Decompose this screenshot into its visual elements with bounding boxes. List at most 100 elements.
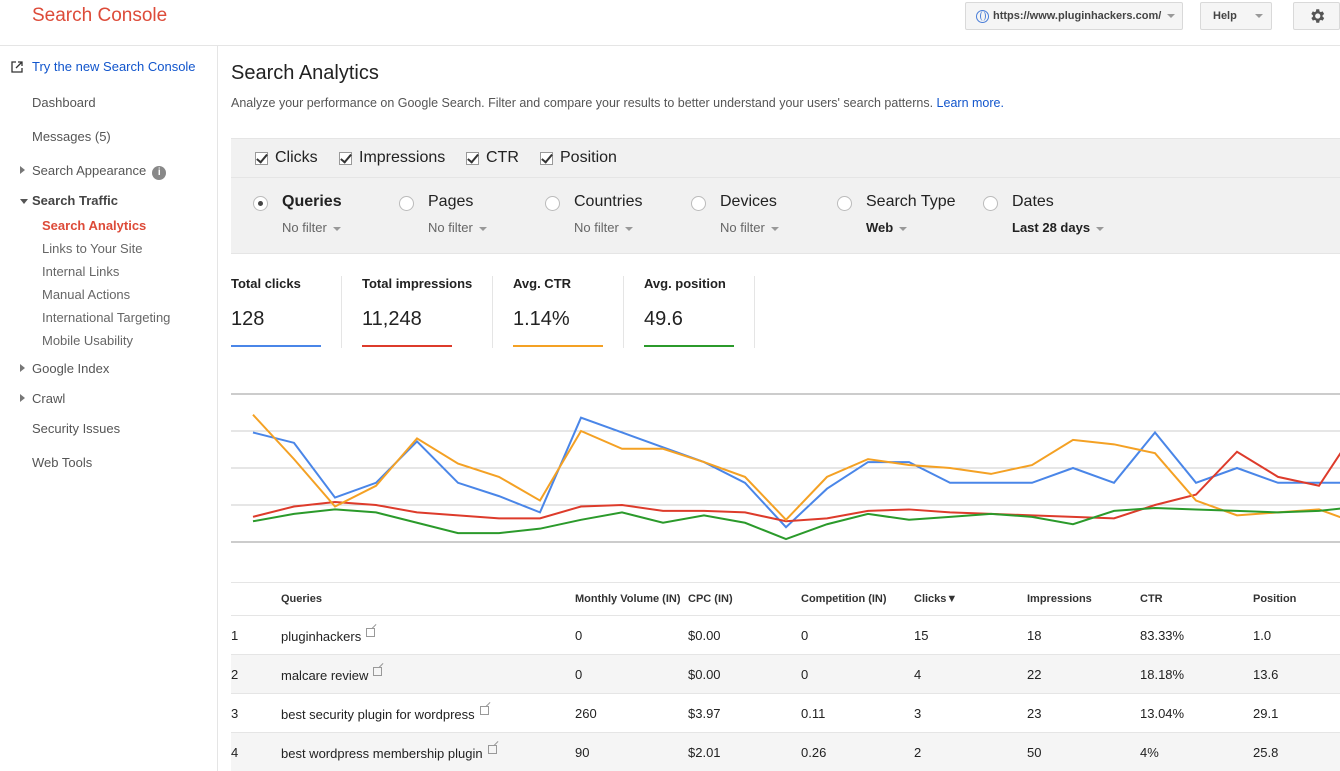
site-url: https://www.pluginhackers.com/	[993, 10, 1162, 22]
column-header-queries[interactable]: Queries	[281, 593, 322, 605]
caret-right-icon[interactable]	[20, 394, 25, 402]
sidebar-item-internal-links[interactable]: Internal Links	[42, 264, 120, 279]
stat-label: Total impressions	[362, 276, 473, 291]
gear-icon	[1310, 9, 1324, 23]
row-number: 2	[231, 667, 239, 682]
help-button[interactable]: Help	[1200, 2, 1272, 30]
countries-filter-dropdown[interactable]: No filter	[574, 220, 633, 235]
column-header-volume[interactable]: Monthly Volume (IN)	[575, 593, 681, 605]
chevron-down-icon	[770, 226, 779, 231]
search-type-dropdown[interactable]: Web	[866, 220, 908, 235]
sidebar-item-mobile-usability[interactable]: Mobile Usability	[42, 333, 134, 348]
countries-label[interactable]: Countries	[574, 193, 643, 210]
clicks-label: Clicks	[275, 149, 318, 166]
checkbox-icon	[339, 151, 352, 165]
sidebar-item-messages[interactable]: Messages (5)	[32, 129, 111, 144]
checkbox-icon	[540, 151, 553, 165]
ctr-label: CTR	[486, 149, 519, 166]
table-row[interactable]: 4 best wordpress membership plugin 90 $2…	[231, 733, 1340, 771]
total-impressions-card[interactable]: Total impressions 11,248	[362, 276, 472, 348]
pages-filter-dropdown[interactable]: No filter	[428, 220, 487, 235]
queries-table: Queries Monthly Volume (IN) CPC (IN) Com…	[231, 582, 1340, 771]
sidebar-item-web-tools[interactable]: Web Tools	[32, 455, 93, 470]
table-row[interactable]: 1 pluginhackers 0 $0.00 0 15 18 83.33% 1…	[231, 616, 1340, 655]
sidebar-item-links-to-site[interactable]: Links to Your Site	[42, 241, 143, 256]
sidebar-item-google-index[interactable]: Google Index	[32, 361, 110, 376]
dates-label[interactable]: Dates	[1012, 193, 1054, 210]
chart-series-line-2[interactable]	[252, 414, 1340, 525]
search-type-label[interactable]: Search Type	[866, 193, 956, 210]
performance-line-chart[interactable]	[231, 382, 1340, 562]
column-header-position[interactable]: Position	[1253, 593, 1297, 605]
clicks-checkbox[interactable]: Clicks	[255, 149, 318, 167]
pages-label[interactable]: Pages	[428, 193, 474, 210]
queries-filter-dropdown[interactable]: No filter	[282, 220, 341, 235]
caret-right-icon[interactable]	[20, 364, 25, 372]
query-cell[interactable]: pluginhackers	[281, 628, 376, 644]
column-header-clicks[interactable]: Clicks▼	[914, 593, 958, 605]
clicks-cell: 3	[914, 706, 922, 721]
competition-cell: 0	[801, 628, 809, 643]
avg-position-card[interactable]: Avg. position 49.6	[644, 276, 734, 348]
learn-more-link[interactable]: Learn more.	[936, 96, 1004, 110]
sidebar-item-search-analytics[interactable]: Search Analytics	[42, 218, 147, 233]
row-number: 4	[231, 745, 239, 760]
cpc-cell: $0.00	[688, 628, 721, 643]
info-icon[interactable]: i	[152, 166, 167, 180]
impressions-checkbox[interactable]: Impressions	[339, 149, 445, 167]
query-cell[interactable]: best wordpress membership plugin	[281, 745, 497, 761]
cpc-cell: $2.01	[688, 745, 721, 760]
settings-button[interactable]	[1293, 2, 1340, 30]
search-type-radio[interactable]	[837, 196, 852, 211]
position-label: Position	[560, 149, 617, 166]
column-header-cpc[interactable]: CPC (IN)	[688, 593, 733, 605]
sidebar-item-dashboard[interactable]: Dashboard	[32, 95, 96, 110]
ctr-checkbox[interactable]: CTR	[466, 149, 519, 167]
sidebar-item-crawl[interactable]: Crawl	[32, 391, 66, 406]
devices-filter-dropdown[interactable]: No filter	[720, 220, 779, 235]
sidebar-item-search-appearance[interactable]: Search Appearance i	[32, 163, 167, 180]
position-checkbox[interactable]: Position	[540, 149, 617, 167]
avg-ctr-card[interactable]: Avg. CTR 1.14%	[513, 276, 603, 348]
external-link-icon	[479, 706, 489, 715]
total-clicks-card[interactable]: Total clicks 128	[231, 276, 321, 348]
sidebar-item-security-issues[interactable]: Security Issues	[32, 421, 121, 436]
stat-value: 49.6	[644, 308, 683, 330]
chart-series-line-1[interactable]	[252, 424, 1340, 523]
try-new-console-link[interactable]: Try the new Search Console	[32, 59, 196, 74]
divider	[623, 276, 624, 348]
table-row[interactable]: 2 malcare review 0 $0.00 0 4 22 18.18% 1…	[231, 655, 1340, 694]
cpc-cell: $3.97	[688, 706, 721, 721]
queries-radio[interactable]	[253, 196, 268, 211]
queries-label[interactable]: Queries	[282, 193, 342, 210]
column-header-competition[interactable]: Competition (IN)	[801, 593, 887, 605]
page-description: Analyze your performance on Google Searc…	[231, 96, 1004, 110]
column-header-ctr[interactable]: CTR	[1140, 593, 1163, 605]
devices-radio[interactable]	[691, 196, 706, 211]
row-number: 3	[231, 706, 239, 721]
countries-radio[interactable]	[545, 196, 560, 211]
sidebar: Try the new Search Console Dashboard Mes…	[0, 46, 218, 771]
sidebar-item-manual-actions[interactable]: Manual Actions	[42, 287, 131, 302]
app-title[interactable]: Search Console	[32, 5, 168, 26]
impressions-cell: 18	[1027, 628, 1042, 643]
dates-dropdown[interactable]: Last 28 days	[1012, 220, 1105, 235]
external-link-icon	[373, 667, 383, 676]
sidebar-item-international-targeting[interactable]: International Targeting	[42, 310, 171, 325]
pages-radio[interactable]	[399, 196, 414, 211]
query-cell[interactable]: malcare review	[281, 667, 383, 683]
sidebar-item-label: Search Appearance	[32, 163, 147, 178]
checkbox-icon	[466, 151, 479, 165]
column-header-impressions[interactable]: Impressions	[1027, 593, 1092, 605]
dates-radio[interactable]	[983, 196, 998, 211]
chart-series-line-3[interactable]	[252, 506, 1340, 541]
site-selector[interactable]: https://www.pluginhackers.com/	[965, 2, 1183, 30]
table-row[interactable]: 3 best security plugin for wordpress 260…	[231, 694, 1340, 733]
chart-series-line-0[interactable]	[252, 416, 1340, 529]
sidebar-item-search-traffic[interactable]: Search Traffic	[32, 193, 118, 208]
stat-label: Avg. position	[644, 276, 726, 291]
devices-label[interactable]: Devices	[720, 193, 777, 210]
caret-right-icon[interactable]	[20, 166, 25, 174]
caret-down-icon[interactable]	[20, 199, 28, 204]
query-cell[interactable]: best security plugin for wordpress	[281, 706, 489, 722]
